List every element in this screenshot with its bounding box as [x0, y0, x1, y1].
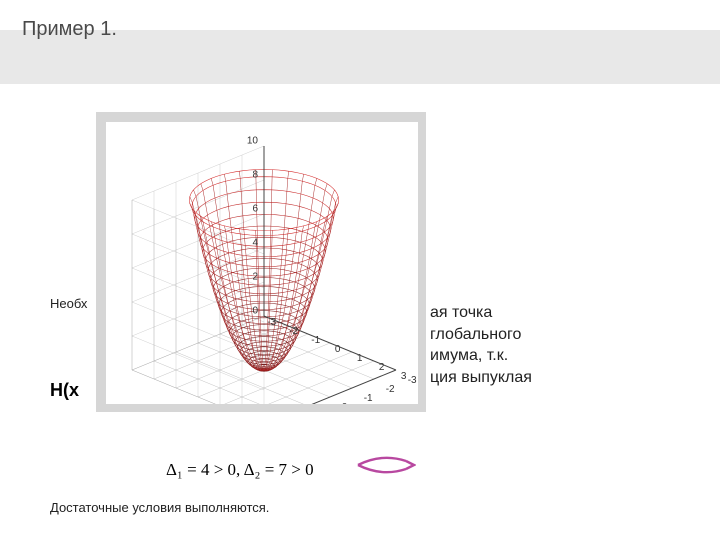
svg-text:-2: -2 — [386, 384, 395, 395]
svg-text:-2: -2 — [289, 326, 298, 337]
text-sufficient-conditions: Достаточные условия выполняются. — [50, 500, 269, 515]
svg-text:3: 3 — [401, 371, 407, 382]
svg-text:-3: -3 — [267, 317, 276, 328]
svg-text:-3: -3 — [408, 375, 417, 386]
svg-text:10: 10 — [247, 136, 259, 147]
svg-text:6: 6 — [252, 204, 258, 215]
hessian-label-bold: H(x — [50, 380, 79, 400]
text-right-column: ая точка глобального имума, т.к. ция вып… — [430, 302, 532, 388]
svg-text:2: 2 — [252, 272, 258, 283]
text-r2: глобального — [430, 324, 532, 346]
svg-text:-1: -1 — [311, 335, 320, 346]
hessian-label: H(x — [50, 380, 79, 401]
surface-plot: 0246810-3-2-10123-3-2-10123 — [96, 112, 426, 412]
svg-text:0: 0 — [342, 402, 348, 404]
text-principal-minors: Δ₁ = 4 > 0, Δ₂ = 7 > 0 — [166, 460, 314, 480]
plot-inner-area: 0246810-3-2-10123-3-2-10123 — [106, 122, 418, 404]
surface-plot-svg: 0246810-3-2-10123-3-2-10123 — [106, 122, 418, 404]
implication-arrow — [354, 450, 416, 480]
text-r3: имума, т.к. — [430, 345, 532, 367]
text-r4: ция выпуклая — [430, 367, 532, 389]
svg-text:-1: -1 — [364, 393, 373, 404]
svg-text:8: 8 — [252, 170, 258, 181]
text-necessary-partial: Необх — [50, 296, 87, 311]
svg-text:0: 0 — [252, 306, 258, 317]
svg-text:4: 4 — [252, 238, 258, 249]
text-r1: ая точка — [430, 302, 532, 324]
slide-title: Пример 1. — [22, 18, 117, 41]
